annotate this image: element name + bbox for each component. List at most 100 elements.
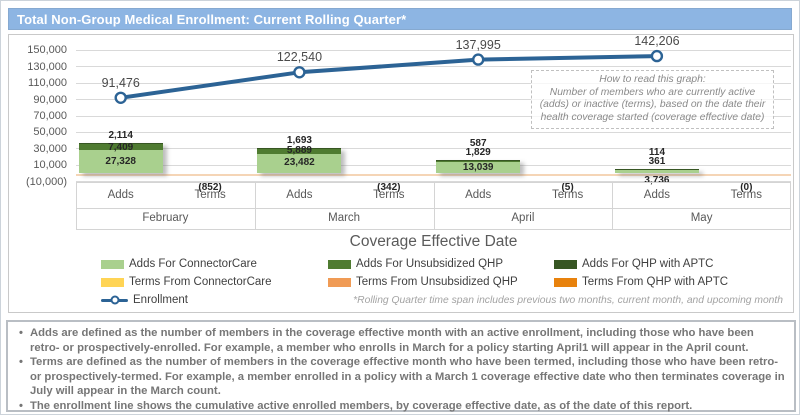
how-to-read-note: How to read this graph: Number of member… (531, 70, 774, 129)
category-label-adds: Adds (643, 189, 670, 201)
legend-item-terms-from-unsubsidized-qhp: Terms From Unsubsidized QHP (328, 275, 518, 289)
enrollment-chart: 150,000 130,000 110,000 90,000 70,000 50,000 3… (9, 34, 793, 312)
adds-bar-february (78, 142, 163, 173)
note-bullet-enrollment-line: The enrollment line shows the cumulative… (16, 399, 786, 414)
y-axis-tick-label: 70,000 (33, 110, 67, 122)
y-axis-tick-label: 30,000 (33, 142, 67, 155)
bar-value-label: 2,114 (108, 129, 133, 141)
legend-swatch (554, 277, 577, 287)
legend-swatch (328, 277, 351, 287)
month-label-may: May (690, 212, 713, 224)
month-divider (433, 182, 435, 230)
bar-segment-adds-for-unsubsidized-qhp (614, 169, 699, 170)
definitions-list: Adds are defined as the number of member… (16, 326, 786, 414)
gridline (76, 66, 791, 68)
gridline (76, 115, 791, 117)
rolling-quarter-footnote: *Rolling Quarter time span includes prev… (353, 295, 783, 306)
bar-segment-adds-for-connectorcare (436, 162, 521, 173)
category-label-adds: Adds (286, 189, 313, 201)
terms-value-label: (852) (198, 182, 222, 193)
bar-value-label: 361 (648, 155, 666, 167)
bar-segment-adds-for-connectorcare (78, 150, 163, 173)
legend-swatch (101, 259, 124, 269)
legend-label: Adds For Unsubsidized QHP (356, 258, 504, 270)
enrollment-chart-panel: 150,000 130,000 110,000 90,000 70,000 50,000 3… (8, 34, 794, 313)
note-bullet-adds: Adds are defined as the number of member… (16, 326, 786, 355)
bar-segment-adds-for-connectorcare (614, 169, 699, 173)
bar-segment-adds-for-qhp-with-aptc (436, 160, 521, 161)
enrollment-line (114, 49, 664, 104)
bar-segment-adds-for-unsubsidized-qhp (257, 148, 342, 154)
gridline (76, 99, 791, 100)
bar-segment-adds-for-unsubsidized-qhp (78, 144, 163, 151)
bar-value-label: 1,693 (286, 134, 312, 146)
enrollment-value-label: 137,995 (455, 37, 501, 52)
enrollment-marker (650, 49, 664, 63)
bar-value-label: 13,039 (462, 161, 494, 173)
chart-legend: Adds For ConnectorCare Adds For Unsubsidi… (9, 35, 793, 312)
enrollment-marker (293, 66, 306, 79)
axis-level-divider (76, 208, 791, 209)
legend-item-adds-for-qhp-with-aptc: Adds For QHP with APTC (554, 257, 713, 271)
gridline (76, 131, 791, 133)
adds-bar-march (257, 147, 342, 173)
terms-value-label: (0) (740, 182, 753, 193)
terms-value-label: (5) (561, 182, 574, 193)
category-label-terms: Terms (551, 189, 584, 201)
bar-segment-adds-for-connectorcare (257, 153, 342, 173)
bar-value-label: 3,736 (644, 175, 670, 186)
bar-value-label: 7,409 (108, 141, 134, 153)
bar-value-label: 27,328 (105, 155, 136, 167)
definitions-panel: Adds are defined as the number of member… (6, 320, 796, 414)
bar-segment-adds-for-qhp-with-aptc (257, 147, 342, 149)
enrollment-value-label: 122,540 (276, 50, 323, 65)
how-to-read-note-body: Number of members who are currently acti… (539, 86, 766, 123)
bar-value-label: 5,889 (286, 145, 312, 157)
legend-swatch (101, 277, 124, 287)
legend-item-adds-for-connectorcare: Adds For ConnectorCare (101, 257, 257, 271)
enrollment-marker (114, 91, 127, 104)
y-axis-tick-label: 110,000 (28, 77, 67, 90)
x-axis-title: Coverage Effective Date (349, 233, 518, 250)
report-title-bar: Total Non-Group Medical Enrollment: Curr… (8, 8, 792, 30)
y-axis-tick-label: 50,000 (33, 126, 67, 139)
legend-item-terms-from-qhp-with-aptc: Terms From QHP with APTC (554, 275, 728, 289)
category-label-adds: Adds (465, 189, 492, 201)
adds-bar-may (614, 168, 699, 173)
x-axis-line (76, 173, 791, 176)
bar-segment-adds-for-qhp-with-aptc (614, 168, 699, 170)
legend-label: Terms From ConnectorCare (129, 276, 272, 288)
legend-item-adds-for-unsubsidized-qhp: Adds For Unsubsidized QHP (328, 257, 503, 271)
gridline (76, 49, 791, 51)
enrollment-value-label: 142,206 (634, 34, 680, 49)
legend-swatch (554, 259, 577, 269)
category-label-terms: Terms (730, 189, 762, 201)
category-label-terms: Terms (194, 189, 226, 201)
y-axis-tick-label: 90,000 (33, 93, 67, 106)
report-title: Total Non-Group Medical Enrollment: Curr… (17, 11, 407, 27)
bar-value-label: 587 (469, 138, 487, 150)
bar-value-label: 1,829 (465, 147, 491, 159)
legend-label: Terms From Unsubsidized QHP (356, 276, 518, 288)
y-axis-tick-label: 130,000 (27, 60, 67, 73)
how-to-read-note-title: How to read this graph: (599, 74, 706, 85)
legend-label: Adds For QHP with APTC (582, 258, 714, 270)
legend-item-enrollment: Enrollment (101, 293, 188, 307)
legend-label: Enrollment (133, 294, 188, 306)
bar-segment-adds-for-unsubsidized-qhp (436, 160, 521, 163)
legend-label: Adds For ConnectorCare (129, 258, 257, 270)
bar-segment-adds-for-qhp-with-aptc (78, 142, 163, 145)
note-bullet-terms: Terms are defined as the number of membe… (16, 355, 786, 399)
month-label-february: February (142, 212, 189, 224)
legend-line-marker (101, 295, 128, 305)
enrollment-value-label: 91,476 (101, 75, 140, 90)
adds-bar-april (436, 160, 521, 173)
enrollment-marker (472, 53, 485, 66)
gridline (76, 148, 791, 150)
bar-value-label: 114 (648, 146, 666, 158)
legend-swatch (328, 259, 351, 269)
category-label-adds: Adds (107, 189, 134, 201)
month-divider (612, 182, 614, 230)
y-axis-tick-label: 150,000 (27, 44, 67, 57)
